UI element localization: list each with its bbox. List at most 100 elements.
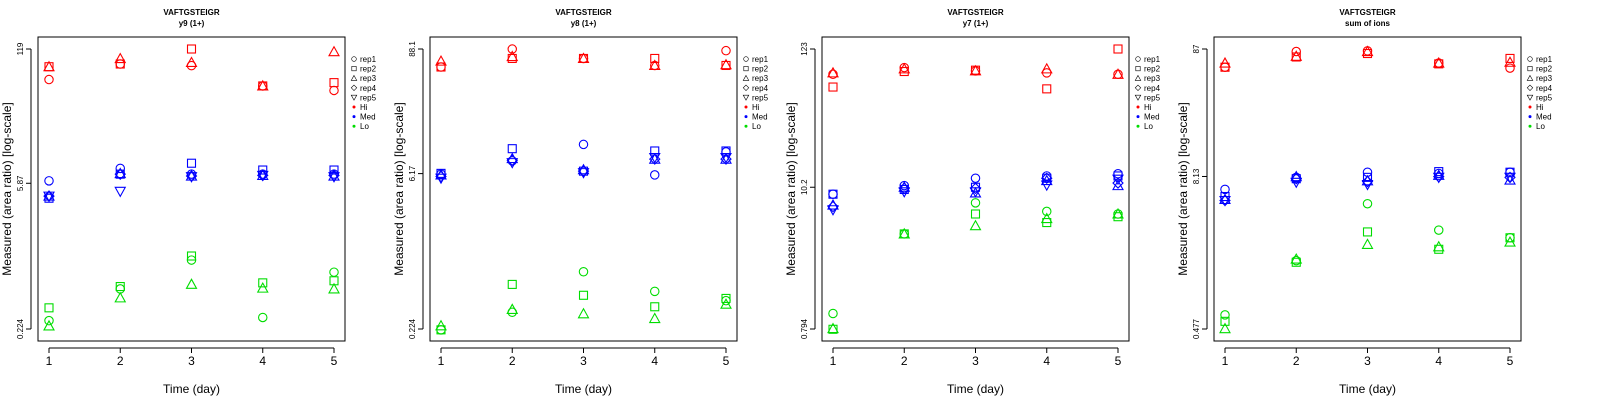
data-point-lo-rep3 — [256, 281, 269, 293]
legend-marker-shape — [1526, 74, 1534, 81]
legend-entry: Lo — [1528, 122, 1545, 131]
data-point-hi-rep2 — [721, 60, 731, 71]
legend-marker — [352, 105, 356, 109]
x-tick-label: 1 — [46, 354, 53, 368]
chart-title: VAFTGSTEIGR — [947, 8, 1004, 17]
data-point-med-rep1 — [649, 170, 660, 180]
data-point-med-rep4 — [1290, 172, 1303, 185]
chart-panel: VAFTGSTEIGR sum of ions 1 2 3 4 5 Time (day) 0.4… — [1176, 8, 1553, 396]
legend-entry: Lo — [1136, 122, 1153, 131]
data-point-lo-rep3 — [1504, 235, 1516, 247]
data-point-hi-rep1 — [1291, 46, 1302, 57]
chart-subtitle: y9 (1+) — [179, 19, 205, 28]
legend-marker — [1528, 115, 1532, 119]
data-point-hi-rep3 — [969, 64, 982, 76]
data-point-lo-rep2 — [970, 209, 981, 219]
legend-marker — [1526, 74, 1534, 81]
legend-label: Lo — [360, 122, 369, 131]
data-point-hi-rep2 — [650, 53, 660, 64]
data-point-med-rep5 — [1040, 180, 1053, 192]
legend-label: rep1 — [752, 55, 769, 64]
x-tick-label: 2 — [117, 354, 124, 368]
data-point-med-rep5 — [1219, 195, 1231, 207]
legend-marker — [352, 124, 356, 128]
data-point-lo-rep3 — [648, 312, 661, 324]
x-tick-label: 1 — [830, 354, 837, 368]
data-point-lo-rep1 — [970, 198, 981, 208]
data-point-hi-rep3 — [1504, 56, 1516, 67]
legend-label: Med — [752, 113, 768, 122]
legend-entry: rep2 — [351, 65, 377, 74]
data-point-med-rep5 — [185, 172, 198, 183]
legend-label: rep1 — [1536, 55, 1553, 64]
data-point-med-rep3 — [114, 167, 127, 179]
legend-marker-shape — [742, 84, 750, 91]
data-point-med-rep4 — [969, 182, 982, 195]
data-point-hi-rep1 — [1505, 63, 1515, 73]
data-point-hi-rep3 — [256, 79, 269, 91]
data-point-hi-rep3 — [185, 56, 198, 68]
data-point-lo-rep2 — [258, 278, 268, 288]
data-point-hi-rep3 — [506, 50, 519, 62]
data-point-hi-rep3 — [1040, 62, 1053, 74]
data-point-med-rep5 — [898, 187, 911, 198]
legend-marker-shape — [350, 84, 358, 91]
x-tick-label: 5 — [1115, 354, 1122, 368]
data-point-hi-rep3 — [827, 66, 839, 78]
x-tick-label: 2 — [1293, 354, 1300, 368]
data-point-lo-rep2 — [1220, 316, 1230, 326]
data-point-lo-rep3 — [43, 319, 55, 331]
legend-label: rep3 — [1144, 74, 1161, 83]
legend-marker-shape — [351, 66, 357, 72]
legend-marker-shape — [351, 56, 357, 62]
legend-entry: rep1 — [1527, 55, 1553, 64]
data-point-lo-rep3 — [1219, 322, 1231, 334]
y-tick-label: 8.13 — [1192, 168, 1201, 184]
chart-title: VAFTGSTEIGR — [1339, 8, 1396, 17]
data-point-lo-rep1 — [257, 312, 268, 323]
data-point-hi-rep1 — [436, 62, 446, 72]
legend-entry: rep3 — [350, 74, 377, 83]
legend-label: rep5 — [360, 93, 377, 102]
chart-title: VAFTGSTEIGR — [163, 8, 220, 17]
legend-marker — [1136, 124, 1140, 128]
chart-panel: VAFTGSTEIGR y8 (1+) 1 2 3 4 5 Time (day) 0.224 6.… — [392, 8, 769, 396]
x-tick-label: 2 — [509, 354, 516, 368]
data-point-med-rep5 — [577, 168, 590, 179]
legend-marker — [1528, 105, 1532, 109]
data-point-lo-rep2 — [186, 251, 197, 261]
x-tick-label: 2 — [901, 354, 908, 368]
data-point-med-rep2 — [507, 144, 517, 154]
legend-label: Med — [360, 113, 376, 122]
data-point-med-rep5 — [648, 152, 661, 164]
y-tick-label: 5.87 — [16, 175, 25, 191]
data-point-lo-rep2 — [721, 293, 731, 303]
data-point-med-rep2 — [329, 165, 339, 175]
y-tick-label: 0.224 — [408, 318, 417, 339]
data-point-lo-rep1 — [1220, 310, 1230, 320]
data-point-med-rep2 — [186, 158, 197, 168]
legend-entry: rep5 — [1134, 93, 1161, 102]
data-point-hi-rep2 — [1505, 53, 1515, 63]
data-point-hi-rep3 — [1219, 56, 1231, 68]
data-point-med-rep5 — [1112, 174, 1124, 186]
legend-marker — [742, 74, 750, 81]
data-point-med-rep5 — [1504, 172, 1516, 184]
legend-marker — [351, 66, 357, 72]
data-point-lo-rep1 — [828, 308, 838, 319]
y-axis-label: Measured (area ratio) [log-scale] — [0, 102, 14, 275]
data-point-hi-rep3 — [720, 58, 732, 70]
legend-label: Hi — [752, 103, 760, 112]
data-point-hi-rep2 — [1113, 44, 1123, 54]
legend-marker — [1134, 94, 1142, 101]
plot-frame — [821, 36, 1130, 342]
data-point-hi-rep3 — [648, 59, 661, 71]
data-point-lo-rep2 — [578, 290, 589, 300]
data-point-med-rep3 — [1219, 193, 1231, 205]
legend-label: rep5 — [1536, 93, 1553, 102]
data-point-med-rep4 — [1361, 175, 1374, 188]
data-point-med-rep5 — [969, 187, 982, 198]
legend-marker — [1526, 84, 1534, 91]
x-tick-label: 5 — [1507, 354, 1514, 368]
legend-label: rep3 — [1536, 74, 1553, 83]
